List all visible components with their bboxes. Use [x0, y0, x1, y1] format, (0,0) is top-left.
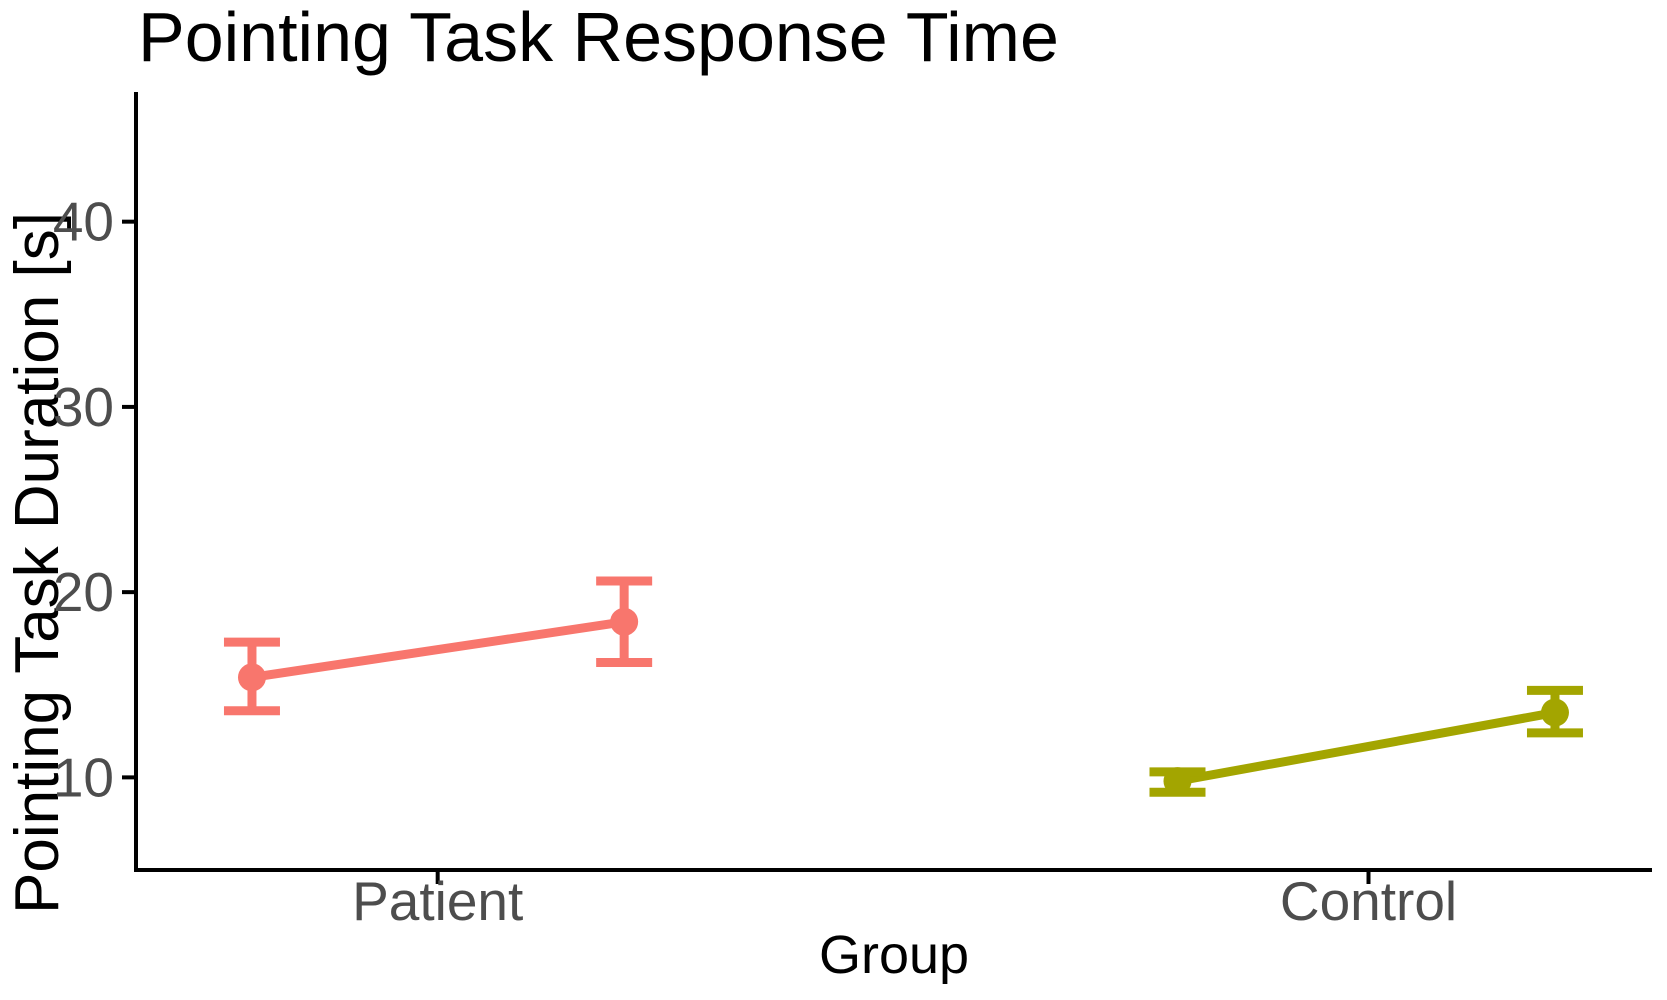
x-tick-label: Control — [1280, 870, 1457, 932]
y-tick-label: 40 — [53, 191, 114, 253]
data-point — [610, 607, 639, 636]
y-tick-label: 10 — [53, 746, 114, 808]
x-tick-label: Patient — [352, 870, 523, 932]
data-point — [237, 663, 266, 692]
y-tick-label: 20 — [53, 561, 114, 623]
series-line — [1176, 708, 1556, 786]
data-point — [1540, 698, 1569, 727]
series-line — [251, 617, 625, 682]
chart-title: Pointing Task Response Time — [138, 0, 1059, 76]
data-point — [1163, 767, 1192, 796]
x-axis-label: Group — [818, 925, 970, 985]
y-tick-label: 30 — [53, 376, 114, 438]
